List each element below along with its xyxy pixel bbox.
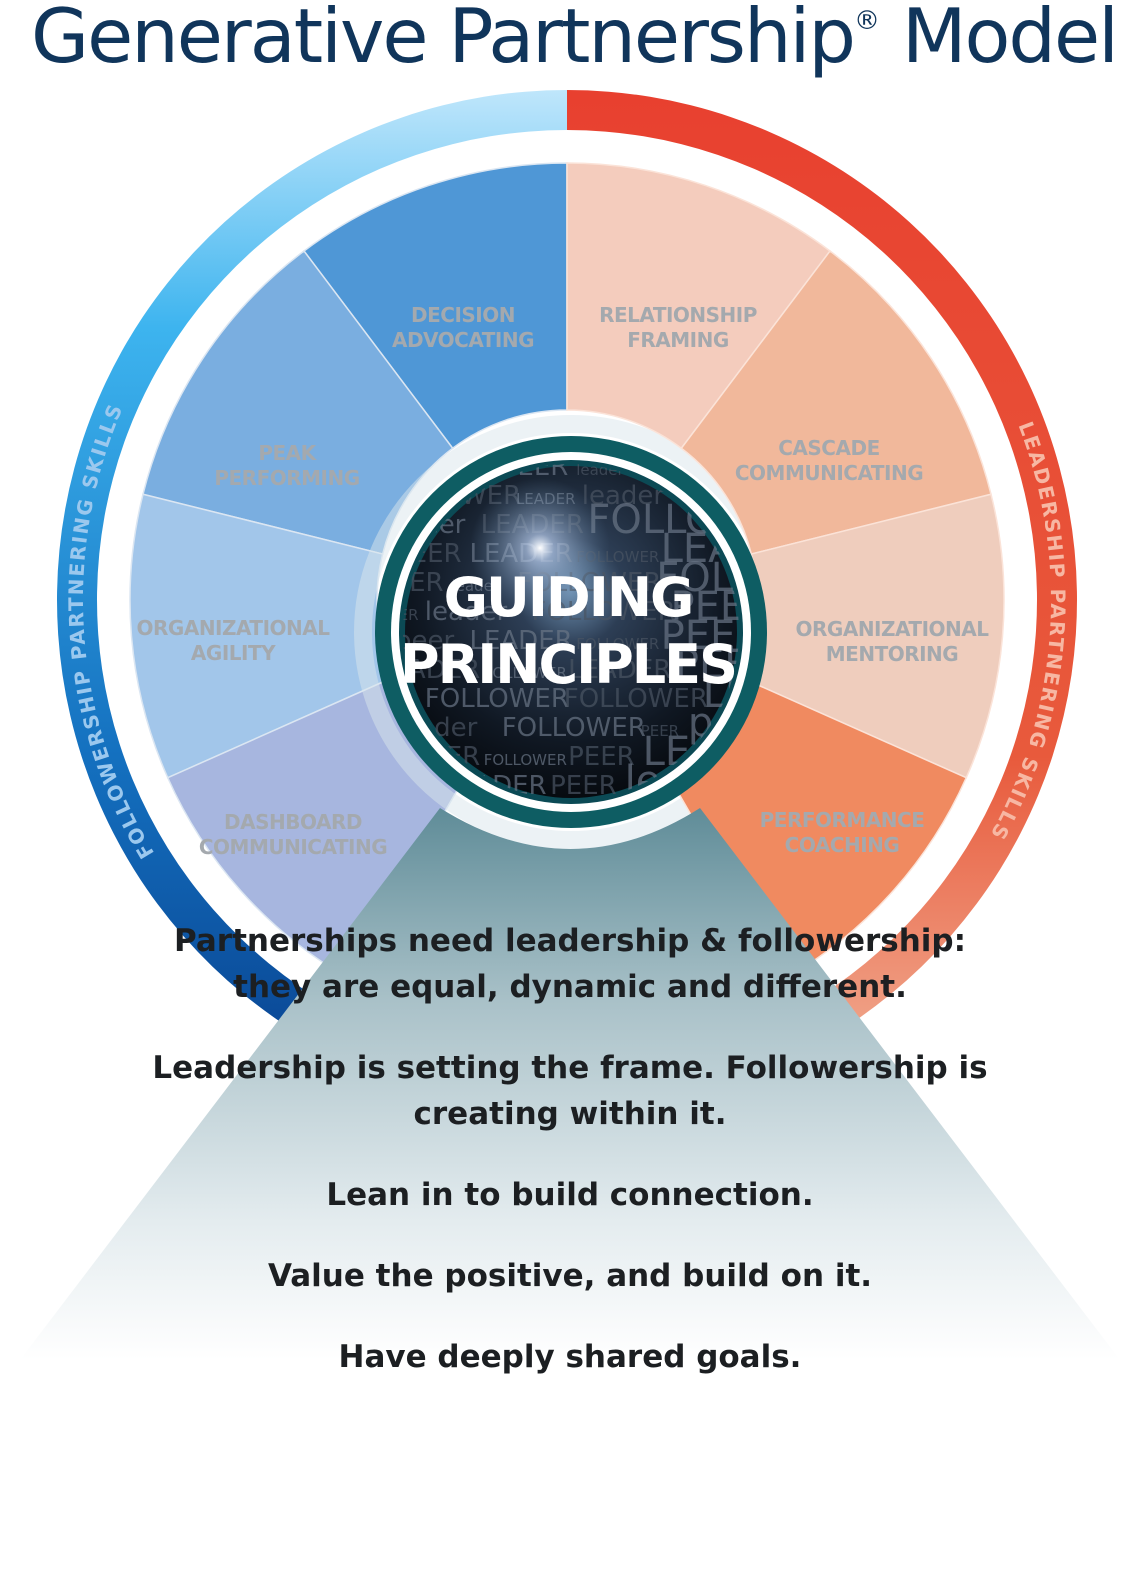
- principle-line: leadership & followership:: [504, 923, 967, 959]
- principle-2: Leadership is setting the frame. Followe…: [140, 1045, 1000, 1137]
- followership-segment-label-line2: PERFORMING: [214, 466, 359, 490]
- leadership-segment-label: CASCADE COMMUNICATING: [735, 436, 923, 485]
- leadership-segment-label-line1: CASCADE: [778, 436, 879, 460]
- leadership-segment: [566, 162, 832, 450]
- followership-segment-label-line2: AGILITY: [191, 641, 276, 665]
- title-main: Generative Partnership: [31, 0, 856, 80]
- hub-pattern-word: PEER: [550, 771, 617, 801]
- hub-pattern-word: FOLLOWER: [425, 684, 569, 714]
- hub-pattern-word: FOLLOWER: [576, 635, 659, 653]
- leadership-segment-label-line2: COACHING: [785, 833, 900, 857]
- hub-pattern-word: LEADER: [377, 655, 480, 685]
- hub-highlight: [470, 478, 610, 618]
- registered-mark: ®: [853, 6, 880, 36]
- leadership-segments: RELATIONSHIP FRAMING CASCADE COMMUNICATING O…: [566, 162, 1005, 980]
- hub-pattern-word: FOLLOWER: [564, 684, 708, 714]
- principle-1: Partnerships need leadership & followers…: [140, 918, 1000, 1010]
- principle-line: Partnerships need: [173, 923, 495, 959]
- followership-segment-label: DASHBOARD COMMUNICATING: [199, 810, 387, 859]
- followership-segment-label: ORGANIZATIONAL AGILITY: [137, 616, 331, 665]
- leadership-segment-label: PERFORMANCE COACHING: [760, 808, 925, 857]
- principle-line: Leadership is setting the frame.: [152, 1050, 715, 1086]
- principle-line: Lean in to build connection.: [326, 1177, 814, 1213]
- hub-pattern-word: PEER: [568, 742, 635, 772]
- hub-pattern-word: LEADER: [568, 655, 671, 685]
- hub-pattern-word: LEADER: [469, 626, 572, 656]
- triangle-shape: [20, 808, 1120, 1360]
- leadership-segment-label-line1: PERFORMANCE: [760, 808, 925, 832]
- hub-pattern-word: peer: [395, 626, 454, 656]
- leadership-segment-label-line2: COMMUNICATING: [735, 461, 923, 485]
- principles-triangle: [20, 808, 1120, 1360]
- followership-segments: DECISION ADVOCATING PEAK PERFORMING ORGANIZA…: [129, 162, 788, 980]
- followership-segment-label: PEAK PERFORMING: [214, 441, 359, 490]
- hub-pattern-word: FOLLOWER: [502, 713, 646, 743]
- hub-pattern-word: PEER: [661, 613, 763, 659]
- principle-line: they are equal,: [233, 969, 499, 1005]
- hub-pattern-word: FOLLOWER: [484, 751, 567, 769]
- hub-pattern-word: PEER: [675, 642, 777, 688]
- leadership-segment-label-line2: FRAMING: [627, 328, 729, 352]
- leadership-segment-label-line1: ORGANIZATIONAL: [796, 617, 990, 641]
- guiding-principles-hub: LEADERPEERleaderFOLLOWERFOLLOWERLEADERle…: [359, 436, 777, 828]
- hub-pattern-word: PEER: [641, 722, 679, 740]
- principle-line: dynamic and different.: [509, 969, 907, 1005]
- leadership-segment-label: ORGANIZATIONAL MENTORING: [796, 617, 990, 666]
- followership-segment-label-line1: DASHBOARD: [224, 810, 362, 834]
- principles-list: Partnerships need leadership & followers…: [140, 918, 1000, 1415]
- followership-segment-label-line1: ORGANIZATIONAL: [137, 616, 331, 640]
- title-suffix: Model: [901, 0, 1119, 80]
- hub-title-line1: GUIDING: [444, 566, 693, 629]
- principle-3: Lean in to build connection.: [140, 1172, 1000, 1218]
- followership-segment: [129, 493, 395, 779]
- leadership-segment-label: RELATIONSHIP FRAMING: [599, 303, 757, 352]
- leadership-segment: [680, 249, 992, 555]
- followership-segment-label-line2: ADVOCATING: [392, 328, 534, 352]
- principle-line: Have deeply shared goals.: [338, 1339, 802, 1375]
- page-title: Generative Partnership® Model: [0, 0, 1148, 80]
- leadership-segment-label-line1: RELATIONSHIP: [599, 303, 757, 327]
- followership-segment-label-line1: DECISION: [411, 303, 515, 327]
- followership-segment-label: DECISION ADVOCATING: [392, 303, 534, 352]
- hub-pattern-word: LEADER: [359, 606, 419, 624]
- principle-line: Value the positive, and build on it.: [267, 1258, 873, 1294]
- hub-pattern-word: PEER: [670, 584, 772, 630]
- hub-title-line2: PRINCIPLES: [400, 633, 736, 696]
- principle-line: Followership is creating within it.: [413, 1050, 988, 1132]
- principle-4: Value the positive, and build on it.: [140, 1253, 1000, 1299]
- hub-pattern-word: leader: [425, 597, 508, 627]
- followership-segment-label-line1: PEAK: [258, 441, 317, 465]
- followership-segment-label-line2: COMMUNICATING: [199, 835, 387, 859]
- leadership-segment-label-line2: MENTORING: [826, 642, 958, 666]
- principle-5: Have deeply shared goals.: [140, 1334, 1000, 1380]
- hub-pattern-word: FOLLOWER: [484, 664, 567, 682]
- followership-segment: [302, 162, 568, 450]
